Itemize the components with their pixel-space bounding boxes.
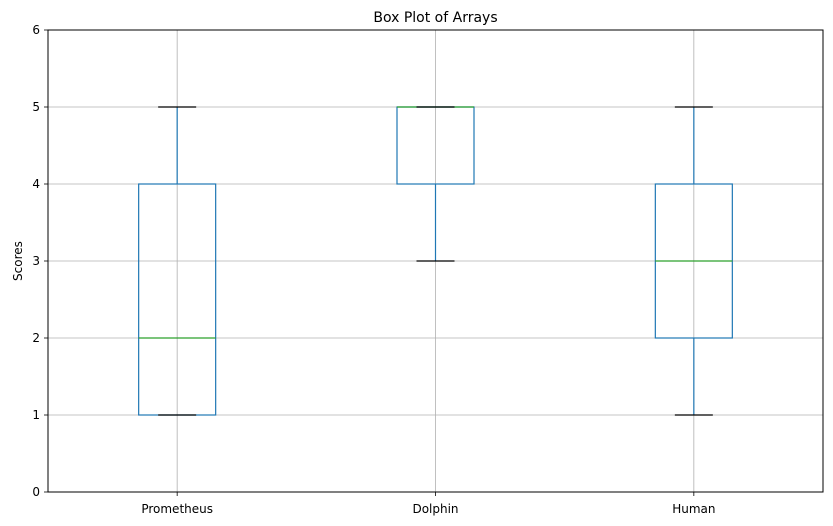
- y-axis-ticks: 0 1 2 3 4 5 6: [32, 23, 48, 499]
- box-series: [138, 106, 733, 416]
- box-dolphin: [396, 106, 475, 262]
- box-prometheus: [138, 106, 217, 416]
- y-tick-label: 1: [32, 408, 40, 422]
- y-axis-label: Scores: [11, 241, 25, 281]
- y-tick-label: 4: [32, 177, 40, 191]
- x-axis-ticks: Prometheus Dolphin Human: [141, 492, 715, 516]
- y-tick-label: 5: [32, 100, 40, 114]
- x-tick-label: Human: [672, 502, 715, 516]
- x-tick-label: Prometheus: [141, 502, 213, 516]
- box-human: [654, 106, 733, 416]
- y-tick-label: 6: [32, 23, 40, 37]
- y-tick-label: 0: [32, 485, 40, 499]
- y-tick-label: 2: [32, 331, 40, 345]
- x-tick-label: Dolphin: [412, 502, 458, 516]
- chart-title: Box Plot of Arrays: [373, 10, 497, 26]
- y-tick-label: 3: [32, 254, 40, 268]
